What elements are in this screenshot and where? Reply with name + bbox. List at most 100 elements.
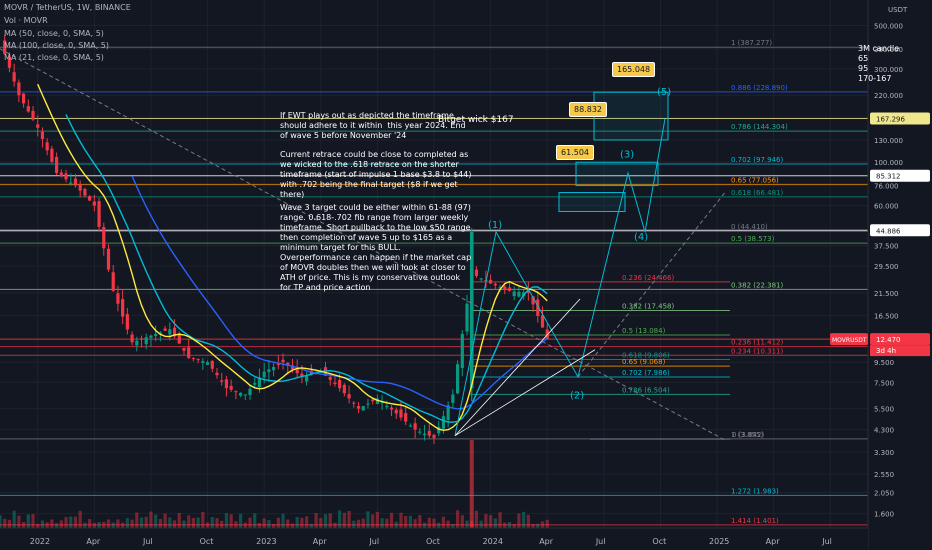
time-tick-7: Oct bbox=[426, 537, 440, 546]
fib-local-label-3: 0.618 (9.806) bbox=[622, 352, 670, 360]
price-axis[interactable]: USDT500.000380.000300.000220.000170.0001… bbox=[830, 0, 932, 550]
candle-body-95 bbox=[446, 405, 450, 421]
price-tick-2: 300.000 bbox=[874, 66, 903, 74]
symbol-title[interactable]: MOVR / TetherUS, 1W, BINANCE bbox=[4, 3, 131, 12]
volume-bar-91 bbox=[427, 517, 431, 528]
indicator-volume[interactable]: Vol · MOVR bbox=[4, 16, 48, 25]
volume-bar-12 bbox=[55, 523, 59, 528]
volume-bar-106 bbox=[498, 512, 502, 528]
candle-body-107 bbox=[503, 286, 507, 290]
volume-bar-11 bbox=[50, 519, 54, 528]
volume-bar-54 bbox=[253, 513, 257, 528]
volume-bar-7 bbox=[31, 514, 35, 528]
volume-bar-29 bbox=[135, 512, 139, 528]
candle-body-45 bbox=[210, 360, 214, 369]
volume-bar-33 bbox=[154, 514, 158, 528]
fib-label-7: 0.5 (38.573) bbox=[731, 235, 775, 243]
candle-body-4 bbox=[17, 82, 21, 96]
volume-bar-51 bbox=[238, 513, 243, 528]
candle-body-20 bbox=[92, 201, 96, 206]
price-axis-bg bbox=[868, 0, 932, 550]
wave-label-2: (3) bbox=[620, 149, 634, 160]
candle-body-7 bbox=[31, 110, 35, 120]
wave-label-3: (4) bbox=[634, 232, 648, 243]
volume-bar-59 bbox=[276, 517, 280, 528]
volume-bar-1 bbox=[3, 518, 7, 528]
volume-bar-105 bbox=[493, 518, 497, 528]
time-tick-11: Oct bbox=[652, 537, 666, 546]
time-tick-6: Jul bbox=[368, 537, 379, 546]
candle-body-31 bbox=[144, 337, 148, 345]
volume-bar-110 bbox=[517, 513, 521, 528]
time-tick-4: 2023 bbox=[256, 537, 276, 546]
volume-bar-109 bbox=[512, 523, 516, 528]
time-tick-0: 2022 bbox=[30, 537, 50, 546]
fib-label-8: 0.382 (22.381) bbox=[731, 281, 783, 289]
price-tick-20: 2.550 bbox=[874, 471, 894, 479]
fib-levels: 1 (387.277) 0.886 (228.890) 0.786 (144.304… bbox=[0, 39, 868, 526]
volume-bar-83 bbox=[389, 512, 394, 528]
candle-body-22 bbox=[102, 226, 106, 249]
target-box-61: 61.504 bbox=[556, 145, 594, 160]
ma-line-0 bbox=[65, 114, 548, 423]
candle-body-108 bbox=[507, 287, 512, 291]
fib-local-label-0: 0.236 (24.466) bbox=[622, 274, 674, 282]
time-axis[interactable]: 2022 Apr Jul Oct 2023 Apr Jul Oct 2024 Apr Jul Oct 2… bbox=[0, 527, 868, 550]
candle-body-85 bbox=[399, 409, 403, 418]
volume-bar-104 bbox=[489, 515, 493, 528]
volume-bar-28 bbox=[130, 519, 134, 528]
indicator-ma50[interactable]: MA (50, close, 0, SMA, 5) bbox=[4, 29, 104, 38]
volume-bar-112 bbox=[526, 514, 530, 528]
candle-spike-body bbox=[469, 231, 474, 389]
fib-local-label-4: 0.65 (9.068) bbox=[622, 358, 666, 366]
volume-bar-58 bbox=[272, 523, 276, 528]
candle-body-64 bbox=[300, 373, 304, 377]
candle-body-63 bbox=[295, 367, 299, 374]
time-tick-14: Jul bbox=[821, 537, 832, 546]
corner-note: 3M candle 65 95 170-167 bbox=[858, 44, 900, 83]
candle-body-17 bbox=[78, 184, 82, 191]
volume-bar-32 bbox=[149, 511, 153, 528]
volume-bar-82 bbox=[385, 518, 389, 528]
candle-body-76 bbox=[356, 406, 361, 409]
fib-label-6: 0 (44.410) bbox=[731, 223, 768, 231]
candle-body-8 bbox=[36, 124, 40, 128]
indicator-ma100[interactable]: MA (100, close, 0, SMA, 5) bbox=[4, 41, 110, 50]
volume-bar-16 bbox=[73, 516, 78, 528]
fib-label-2: 0.786 (144.304) bbox=[731, 123, 788, 131]
volume-bar-90 bbox=[422, 522, 427, 528]
volume-bar-113 bbox=[531, 523, 535, 528]
candle-body-38 bbox=[177, 333, 181, 344]
note-retrace: Current retrace could be close to comple… bbox=[280, 150, 472, 199]
candle-body-61 bbox=[286, 362, 290, 366]
candle-body-88 bbox=[413, 423, 417, 430]
ticker-tag-bg bbox=[830, 333, 868, 346]
candle-body-33 bbox=[154, 333, 158, 337]
candle-body-11 bbox=[50, 148, 54, 162]
volume-bar-15 bbox=[69, 516, 73, 528]
candle-body-10 bbox=[45, 142, 49, 151]
candle-body-106 bbox=[498, 287, 502, 289]
volume-bar-101 bbox=[474, 510, 479, 528]
volume-bar-35 bbox=[163, 513, 167, 528]
volume-bar-64 bbox=[300, 517, 304, 528]
wave-label-1: (2) bbox=[570, 390, 584, 401]
volume-bar-86 bbox=[404, 515, 408, 528]
candle-body-43 bbox=[201, 361, 205, 363]
volume-bars bbox=[0, 440, 549, 528]
price-tick-1: 380.000 bbox=[874, 46, 903, 54]
volume-bar-37 bbox=[172, 520, 177, 528]
volume-bar-80 bbox=[375, 511, 379, 528]
fib-local-label-1: 0.382 (17.458) bbox=[622, 303, 674, 311]
volume-bar-79 bbox=[371, 514, 375, 528]
candle-body-101 bbox=[474, 269, 479, 276]
price-tick-6: 100.000 bbox=[874, 159, 903, 167]
indicator-ma21[interactable]: MA (21, close, 0, SMA, 5) bbox=[4, 53, 104, 62]
candle-body-15 bbox=[69, 182, 73, 184]
moving-averages bbox=[37, 83, 548, 432]
volume-bar-103 bbox=[484, 513, 488, 528]
price-highlight-text-3: 12.470 bbox=[876, 336, 901, 344]
candle-body-110 bbox=[517, 291, 521, 297]
price-tick-16: 7.500 bbox=[874, 379, 894, 387]
